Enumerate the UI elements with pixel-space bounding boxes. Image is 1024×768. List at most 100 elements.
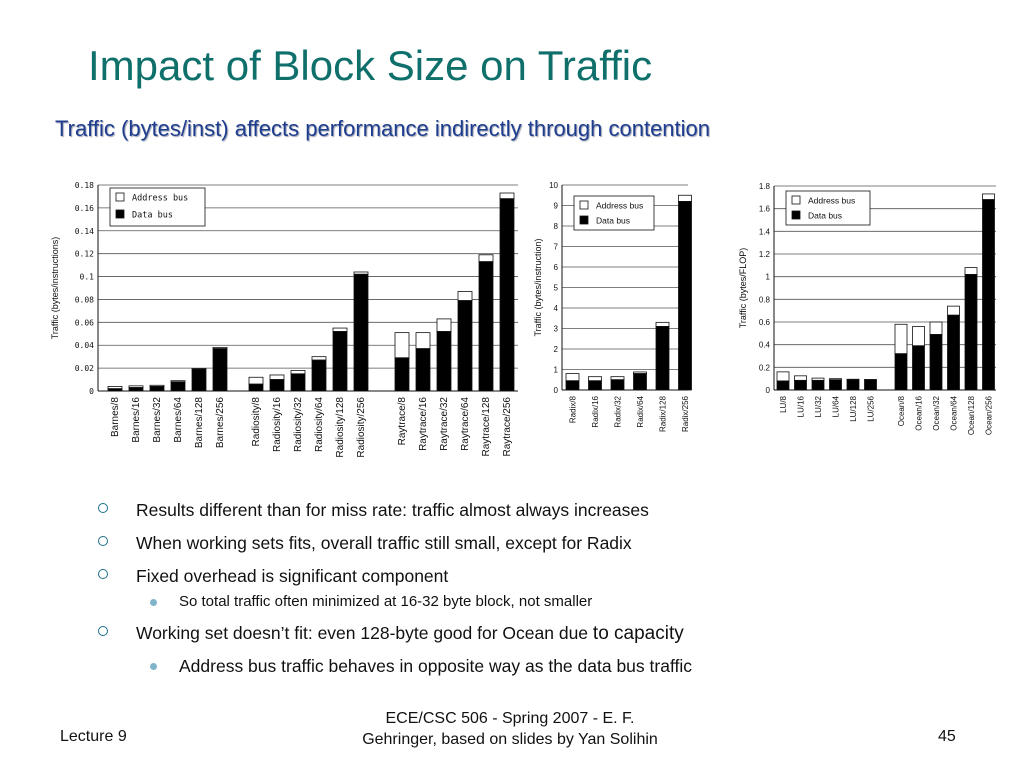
x-category-label: Radix/128 (659, 395, 668, 432)
bar-data-bus (655, 326, 670, 391)
bar-data-bus (191, 368, 207, 392)
legend-label: Address bus (132, 194, 188, 204)
bar-address-bus (565, 373, 580, 382)
bullet-list: Results different than for miss rate: tr… (96, 498, 996, 684)
x-category-label: Ocean/16 (915, 395, 924, 430)
bar-address-bus (248, 376, 264, 385)
x-category-label: Raytrace/32 (439, 397, 450, 451)
x-category-label: Radiosity/64 (314, 397, 325, 452)
dot-bullet-icon (150, 663, 157, 670)
footer-lecture: Lecture 9 (60, 728, 127, 745)
y-tick-label: 0.02 (75, 364, 94, 373)
y-tick-label: 0.4 (759, 341, 771, 350)
bar-data-bus (678, 200, 692, 391)
ring-bullet-icon (98, 503, 108, 513)
bar-data-bus (846, 379, 860, 391)
y-tick-label: 4 (554, 304, 559, 313)
bar-data-bus (610, 379, 625, 391)
bar-address-bus (499, 192, 515, 200)
traffic-charts: 0 0.02 0.04 0.06 0.08 0.1 0.12 0.14 0.16 0.18 Traf… (50, 181, 996, 458)
x-category-label: Raytrace/16 (418, 397, 429, 451)
y-tick-label: 0.18 (75, 181, 94, 190)
x-category-label: Raytrace/64 (460, 397, 471, 451)
y-tick-label: 8 (554, 222, 559, 231)
y-tick-label: 1 (766, 273, 771, 282)
bar-address-bus (610, 376, 625, 381)
bullet-text-tail: to capacity (592, 623, 684, 644)
sub-bullet-item: Address bus traffic behaves in opposite … (96, 654, 996, 684)
bar-data-bus (811, 379, 825, 391)
x-category-label: LU/128 (849, 395, 858, 421)
y-tick-label: 10 (549, 181, 558, 190)
bar-data-bus (633, 373, 647, 391)
y-tick-label: 0.16 (75, 204, 94, 213)
bullet-item: Working set doesn’t fit: even 128-byte g… (96, 621, 996, 654)
bar-data-bus (107, 388, 123, 392)
bar-data-bus (947, 314, 960, 391)
slide-subtitle: Traffic (bytes/inst) affects performance… (55, 116, 711, 141)
y-tick-label: 1.4 (759, 227, 771, 236)
x-category-label: Barnes/128 (194, 397, 205, 449)
y-tick-label: 0.1 (80, 273, 95, 282)
legend-label: Data bus (596, 216, 630, 226)
bar-address-bus (588, 376, 602, 382)
bar-address-bus (415, 332, 431, 350)
x-category-label: Ocean/32 (932, 395, 941, 430)
bar-address-bus (982, 193, 995, 201)
x-category-label: Barnes/256 (215, 397, 226, 449)
legend-swatch-address-bus (579, 200, 589, 210)
y-tick-label: 5 (554, 284, 559, 293)
slide-title: Impact of Block Size on Traffic (88, 42, 653, 89)
footer-course-line2: Gehringer, based on slides by Yan Solihi… (362, 731, 658, 748)
y-tick-label: 1.8 (759, 182, 771, 191)
bar-data-bus (436, 331, 452, 392)
x-category-label: LU/8 (779, 395, 788, 412)
y-tick-label: 0.04 (75, 341, 94, 350)
ring-bullet-icon (98, 626, 108, 636)
y-axis-label: Traffic (bytes/instruction) (533, 238, 543, 336)
footer-course-line1: ECE/CSC 506 - Spring 2007 - E. F. (385, 710, 635, 727)
y-tick-label: 2 (554, 345, 559, 354)
bar-data-bus (128, 387, 144, 392)
bar-address-bus (794, 375, 807, 381)
x-category-label: Radix/8 (569, 395, 578, 423)
bar-data-bus (149, 386, 165, 392)
bar-data-bus (478, 261, 494, 392)
bullet-text: Address bus traffic behaves in opposite … (179, 656, 692, 676)
y-tick-label: 0.14 (75, 227, 94, 236)
x-category-label: Radix/16 (591, 395, 600, 427)
bar-address-bus (332, 327, 348, 332)
x-category-label: Radix/256 (681, 395, 690, 432)
x-category-label: Barnes/64 (173, 397, 184, 443)
bar-data-bus (353, 273, 369, 392)
x-category-label: Barnes/8 (110, 397, 121, 437)
bar-address-bus (912, 326, 925, 347)
bar-address-bus (394, 332, 410, 359)
y-tick-label: 0 (554, 386, 559, 395)
bar-address-bus (894, 323, 908, 355)
legend-swatch-data-bus (791, 210, 801, 220)
x-category-label: Raytrace/8 (397, 397, 408, 446)
x-category-label: Radix/32 (614, 395, 623, 427)
x-category-label: Radiosity/8 (251, 397, 262, 447)
x-category-label: LU/32 (814, 395, 823, 417)
bullet-text: Working set doesn’t fit: even 128-byte g… (136, 623, 589, 643)
y-tick-label: 0 (766, 386, 771, 395)
bar-data-bus (565, 380, 580, 391)
bar-data-bus (794, 379, 807, 391)
footer-course: ECE/CSC 506 - Spring 2007 - E. F. Gehrin… (300, 708, 720, 750)
bar-address-bus (436, 318, 452, 332)
y-tick-label: 7 (554, 243, 559, 252)
legend-label: Address bus (596, 201, 643, 211)
bar-data-bus (394, 357, 410, 392)
x-category-label: Radiosity/128 (335, 397, 346, 458)
bar-data-bus (457, 300, 473, 392)
bar-data-bus (588, 380, 602, 391)
x-category-label: LU/64 (832, 395, 841, 417)
legend-swatch-data-bus (115, 209, 125, 219)
bar-data-bus (776, 380, 790, 391)
bar-data-bus (499, 198, 515, 392)
bar-address-bus (655, 321, 670, 327)
bullet-text: When working sets fits, overall traffic … (136, 533, 632, 553)
bar-data-bus (894, 353, 908, 391)
